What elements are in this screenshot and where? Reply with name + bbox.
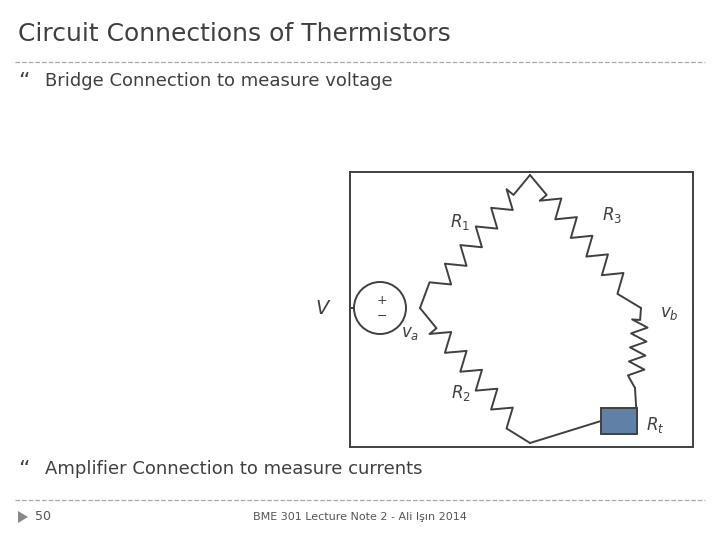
Text: $v_a$: $v_a$ — [401, 324, 419, 342]
Text: “: “ — [18, 72, 30, 92]
Text: $R_3$: $R_3$ — [602, 205, 622, 225]
Bar — [601, 408, 637, 434]
Text: Circuit Connections of Thermistors: Circuit Connections of Thermistors — [18, 22, 451, 46]
Polygon shape — [18, 511, 28, 523]
Text: Bridge Connection to measure voltage: Bridge Connection to measure voltage — [45, 72, 392, 90]
Text: BME 301 Lecture Note 2 - Ali Işın 2014: BME 301 Lecture Note 2 - Ali Işın 2014 — [253, 512, 467, 522]
Text: 50: 50 — [35, 510, 51, 523]
Text: V: V — [315, 299, 329, 318]
Text: “: “ — [18, 460, 30, 480]
Text: $R_t$: $R_t$ — [646, 415, 665, 435]
Text: Amplifier Connection to measure currents: Amplifier Connection to measure currents — [45, 460, 423, 478]
Text: +: + — [377, 294, 387, 307]
Text: $R_1$: $R_1$ — [450, 212, 470, 232]
Text: $R_2$: $R_2$ — [451, 383, 471, 403]
Text: $v_b$: $v_b$ — [660, 304, 678, 322]
Text: −: − — [377, 309, 387, 322]
